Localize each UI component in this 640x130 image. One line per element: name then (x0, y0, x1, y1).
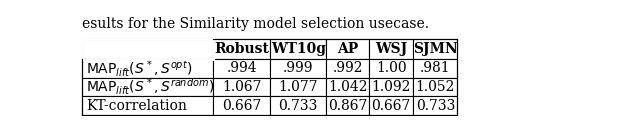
Text: Robust: Robust (214, 42, 269, 56)
Bar (81, 59, 213, 78)
Text: KT-correlation: KT-correlation (86, 99, 187, 113)
Bar (326, 59, 369, 78)
Text: 1.00: 1.00 (376, 61, 406, 75)
Bar (81, 96, 213, 115)
Bar (326, 39, 369, 59)
Text: .992: .992 (333, 61, 363, 75)
Bar (270, 59, 326, 78)
Bar (326, 78, 369, 96)
Bar (213, 78, 270, 96)
Text: AP: AP (337, 42, 358, 56)
Bar (413, 78, 458, 96)
Bar (369, 59, 413, 78)
Text: $\mathrm{MAP}_{lift}(S^*, S^{random})$: $\mathrm{MAP}_{lift}(S^*, S^{random})$ (86, 77, 214, 97)
Text: WT10g: WT10g (271, 42, 326, 56)
Text: 0.667: 0.667 (222, 99, 261, 113)
Bar (369, 96, 413, 115)
Bar (81, 78, 213, 96)
Bar (413, 59, 458, 78)
Bar (270, 78, 326, 96)
Text: .994: .994 (227, 61, 257, 75)
Bar (369, 39, 413, 59)
Text: 1.042: 1.042 (328, 80, 367, 94)
Bar (81, 39, 213, 59)
Text: .999: .999 (283, 61, 314, 75)
Text: WSJ: WSJ (375, 42, 407, 56)
Text: 1.067: 1.067 (222, 80, 261, 94)
Bar (270, 96, 326, 115)
Bar (270, 39, 326, 59)
Bar (213, 39, 270, 59)
Text: SJMN: SJMN (413, 42, 458, 56)
Bar (213, 96, 270, 115)
Bar (213, 59, 270, 78)
Text: 0.867: 0.867 (328, 99, 367, 113)
Bar (369, 78, 413, 96)
Text: esults for the Similarity model selection usecase.: esults for the Similarity model selectio… (81, 17, 429, 31)
Text: 1.052: 1.052 (415, 80, 455, 94)
Bar (326, 96, 369, 115)
Text: 1.077: 1.077 (278, 80, 318, 94)
Bar (413, 39, 458, 59)
Text: 0.667: 0.667 (371, 99, 411, 113)
Text: 0.733: 0.733 (415, 99, 455, 113)
Text: $\mathrm{MAP}_{lift}(S^*, S^{opt})$: $\mathrm{MAP}_{lift}(S^*, S^{opt})$ (86, 58, 193, 79)
Bar (413, 96, 458, 115)
Text: 0.733: 0.733 (278, 99, 318, 113)
Text: .981: .981 (420, 61, 451, 75)
Text: 1.092: 1.092 (371, 80, 411, 94)
